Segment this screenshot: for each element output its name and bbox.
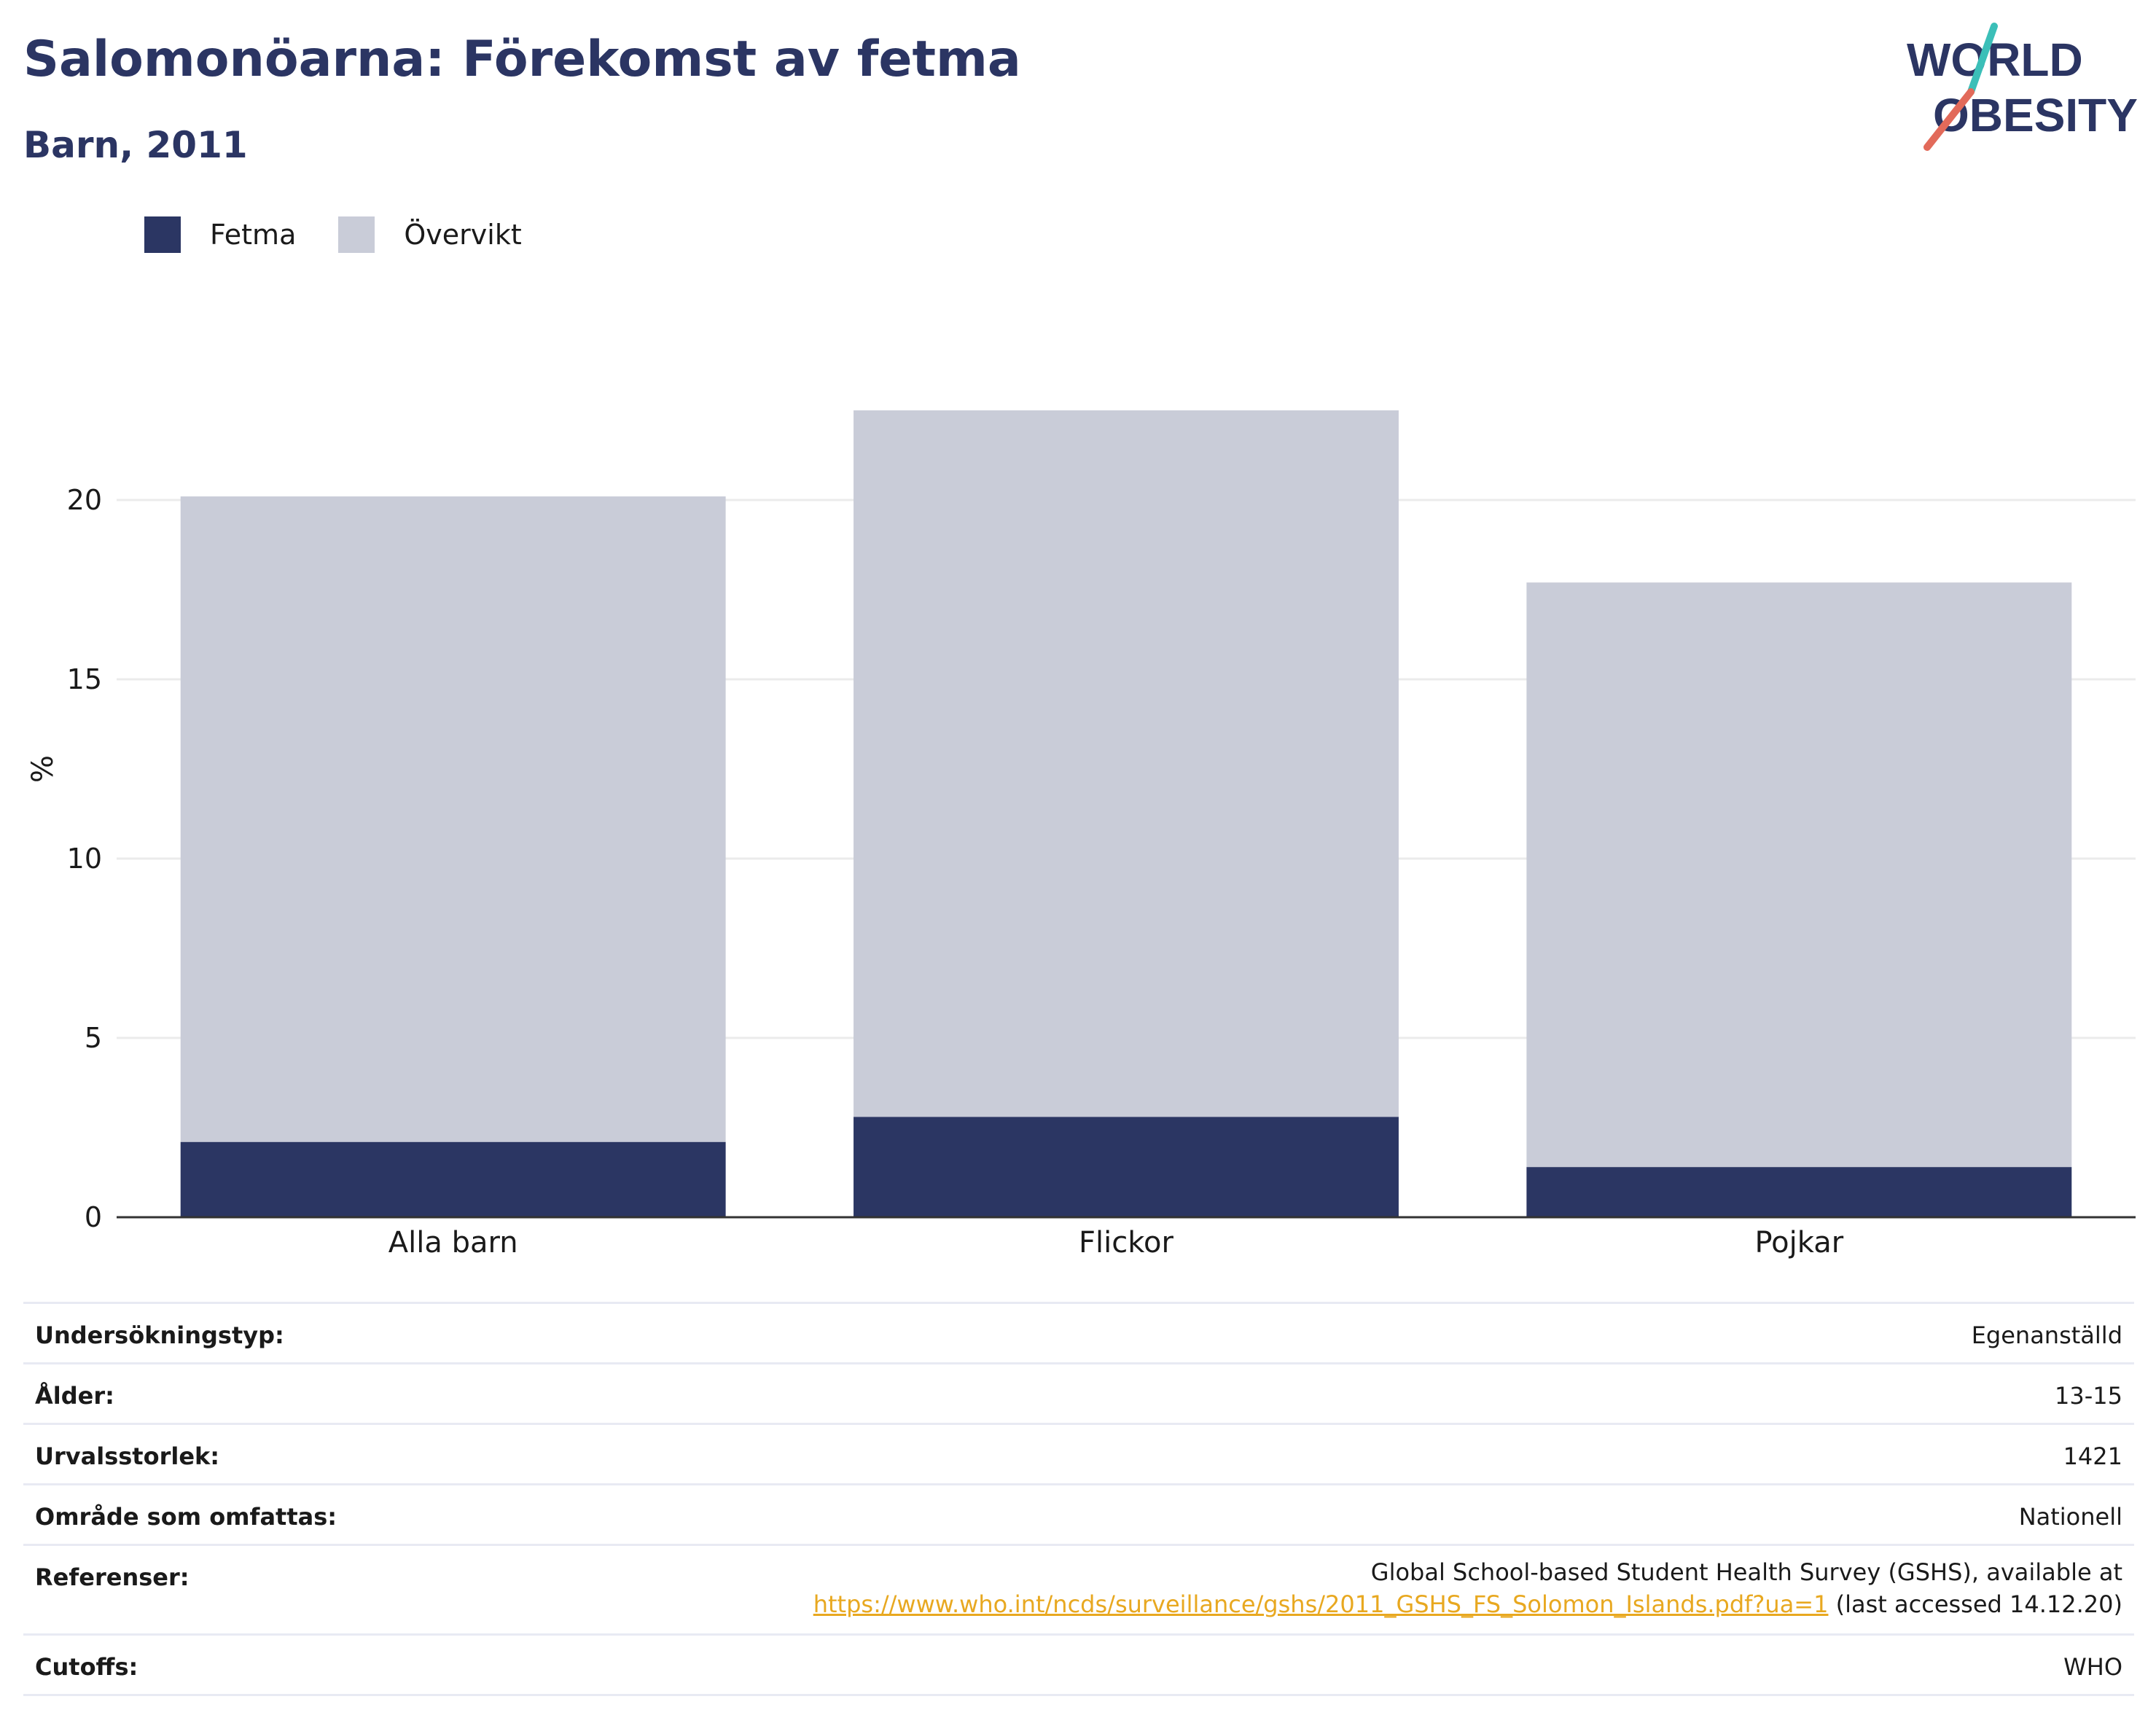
logo-slash-coral [1923,88,1975,151]
info-value-cutoffs: WHO [437,1633,2134,1696]
info-label-survey-type: Undersökningstyp: [23,1302,437,1364]
y-axis-title: % [26,755,60,783]
world-obesity-logo: WORLD OBESITY [1907,23,2138,151]
info-label-references: Referenser: [23,1544,437,1635]
legend-item-fetma[interactable]: Fetma [144,216,296,253]
x-tick-label: Alla barn [388,1226,518,1260]
info-label-age: Ålder: [23,1362,437,1424]
info-value-age: 13-15 [437,1362,2134,1424]
y-tick-label: 15 [67,663,102,695]
reference-link[interactable]: https://www.who.int/ncds/surveillance/gs… [813,1590,1829,1618]
survey-info-table: Undersökningstyp: Egenanställd Ålder: 13… [23,1302,2134,1696]
y-tick-label: 20 [67,484,102,516]
info-value-sample-size: 1421 [437,1423,2134,1485]
stacked-bar-chart: 0 5 10 15 20% Alla barn Flickor Pojkar [26,410,2136,1260]
info-value-area: Nationell [437,1483,2134,1545]
logo-line-1: WORLD [1907,34,2083,86]
legend-label-fetma: Fetma [210,219,297,251]
info-label-area: Område som omfattas: [23,1483,437,1545]
info-label-sample-size: Urvalsstorlek: [23,1423,437,1485]
legend-item-overvikt[interactable]: Övervikt [338,216,522,253]
reference-accessed: (last accessed 14.12.20) [1828,1590,2122,1618]
chart-legend: Fetma Övervikt [144,214,564,255]
y-tick-label: 0 [85,1201,102,1233]
info-label-cutoffs: Cutoffs: [23,1633,437,1696]
info-row-age: Ålder: 13-15 [23,1362,2134,1424]
info-row-references: Referenser: Global School-based Student … [23,1544,2134,1635]
legend-swatch-fetma [144,216,181,253]
bar-overvikt-2[interactable] [854,410,1399,1117]
info-row-cutoffs: Cutoffs: WHO [23,1633,2134,1696]
info-row-area: Område som omfattas: Nationell [23,1483,2134,1545]
page-title: Salomonöarna: Förekomst av fetma [23,31,1021,88]
logo-slash-teal [1967,23,1998,95]
reference-text: Global School-based Student Health Surve… [1370,1558,2122,1586]
info-value-references: Global School-based Student Health Surve… [437,1544,2134,1635]
x-tick-label: Pojkar [1754,1226,1843,1260]
bar-overvikt-1[interactable] [180,496,726,1142]
y-tick-label: 5 [85,1022,102,1054]
bar-fetma-3[interactable] [1526,1167,2072,1217]
y-tick-label: 10 [67,843,102,875]
info-row-sample-size: Urvalsstorlek: 1421 [23,1423,2134,1485]
bar-fetma-2[interactable] [854,1117,1399,1217]
legend-label-overvikt: Övervikt [404,219,522,251]
info-value-survey-type: Egenanställd [437,1302,2134,1364]
x-tick-label: Flickor [1079,1226,1173,1260]
bar-fetma-1[interactable] [180,1141,726,1217]
legend-swatch-overvikt [338,216,375,253]
bar-overvikt-3[interactable] [1526,582,2072,1168]
info-row-survey-type: Undersökningstyp: Egenanställd [23,1302,2134,1364]
page-subtitle: Barn, 2011 [23,124,248,166]
